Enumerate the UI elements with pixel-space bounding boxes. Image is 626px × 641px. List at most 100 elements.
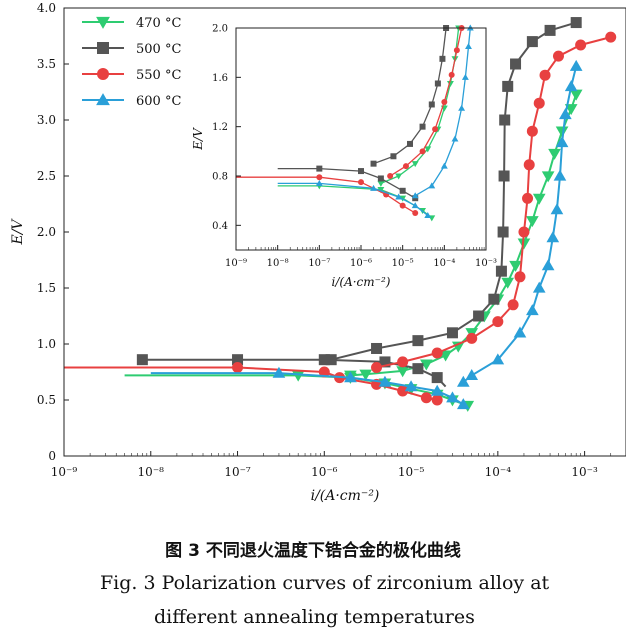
main-series-0-point — [451, 341, 465, 353]
main-series-1-point — [488, 293, 500, 305]
main-y-tick-label: 3.5 — [37, 57, 56, 71]
main-x-tick-label: 10⁻⁶ — [311, 465, 338, 479]
main-series-3-point — [532, 281, 546, 293]
main-series-2-point — [232, 362, 244, 374]
main-series-3-cathodic-line — [150, 372, 464, 406]
legend-entry-label: 470 °C — [136, 16, 181, 31]
inset-series-3-point — [315, 179, 323, 186]
inset-series-1-point — [428, 101, 435, 108]
main-series-2-point — [397, 385, 409, 397]
main-series-1-point — [473, 310, 485, 322]
main-series-0-point — [548, 148, 561, 160]
inset-series-2-point — [387, 173, 394, 179]
main-y-tick-label: 4.0 — [37, 1, 56, 15]
main-series-1-point — [431, 372, 443, 384]
inset-y-tick-label: 1.6 — [212, 73, 228, 84]
inset-series-3-point — [451, 135, 459, 142]
main-series-3-point — [344, 371, 357, 383]
main-series-1-point — [446, 327, 458, 339]
main-series-2-point — [523, 159, 535, 171]
main-series-2-point — [492, 316, 504, 328]
main-series-0-point — [526, 216, 539, 228]
inset-series-1-point — [407, 140, 414, 147]
inset-series-2-point — [432, 126, 439, 133]
main-x-axis-title: i/(A·cm⁻²) — [311, 488, 380, 504]
main-series-1-point — [495, 265, 507, 277]
legend: 470 °C 500 °C 550 °C 600 °C — [82, 16, 181, 109]
inset-y-tick-label: 0.8 — [212, 172, 228, 183]
inset-series-2-point — [448, 71, 455, 78]
legend-marker — [97, 42, 109, 54]
main-series-1-point — [136, 354, 148, 366]
inset-series-3-point — [458, 104, 466, 111]
main-series-3-point — [446, 391, 459, 403]
inset-series-2-anodic-line — [389, 27, 463, 177]
main-series-1-point — [412, 335, 424, 347]
inset-series-0-point — [377, 187, 385, 194]
main-x-tick-label: 10⁻⁴ — [485, 465, 512, 479]
inset-series-2-point — [453, 47, 460, 54]
legend-marker — [96, 93, 110, 106]
main-y-tick-label: 0 — [48, 449, 56, 463]
inset-series-1-point — [434, 80, 441, 87]
inset-series-2-point — [358, 179, 364, 186]
main-series-2-point — [371, 362, 383, 374]
inset-series-1-point — [390, 153, 397, 160]
inset-x-tick-label: 10⁻⁶ — [350, 258, 372, 269]
main-series-3-point — [555, 136, 569, 148]
main-series-2-point — [605, 31, 617, 43]
inset-series-2 — [236, 25, 465, 216]
inset-y-axis-title: E/V — [191, 127, 205, 151]
inset-series-0-point — [395, 173, 403, 180]
main-series-1-point — [318, 354, 330, 366]
inset-series-2-point — [412, 210, 419, 216]
main-series-2-point — [514, 271, 526, 283]
main-y-tick-label: 0.5 — [37, 393, 56, 407]
main-x-tick-label: 10⁻⁵ — [398, 465, 425, 479]
main-series-3-point — [456, 398, 470, 410]
main-series-3-point — [491, 353, 505, 365]
main-series-1-point — [502, 80, 514, 92]
inset-series-0-point — [446, 80, 454, 87]
inset-y-tick-label: 2.0 — [212, 24, 228, 35]
main-series-3-point — [546, 231, 560, 243]
main-x-tick-label: 10⁻⁷ — [224, 465, 251, 479]
main-series-1-point — [544, 24, 556, 36]
main-y-axis-title: E/V — [10, 218, 26, 246]
inset-series-0-point — [411, 161, 419, 168]
inset-series-2-point — [402, 163, 409, 170]
main-series-1-point — [412, 363, 424, 375]
main-series-2-point — [518, 226, 530, 238]
main-series-1-point — [498, 170, 510, 182]
main-series-3-point — [465, 369, 479, 381]
main-series-0-point — [569, 89, 583, 101]
main-series-1-point — [325, 354, 337, 366]
inset-series-3-point — [395, 193, 403, 200]
main-series-2-point — [318, 366, 330, 378]
inset-series-3 — [277, 24, 474, 219]
inset-x-tick-label: 10⁻⁵ — [392, 258, 414, 269]
inset-series-2-point — [399, 202, 406, 209]
main-series-2-point — [466, 332, 478, 344]
inset-series-3-point — [411, 202, 419, 209]
inset-series-0-point — [377, 180, 385, 187]
main-series-1 — [136, 17, 582, 388]
main-series-3-point — [456, 375, 470, 387]
main-series-0-point — [541, 171, 555, 183]
main-y-tick-label: 2.0 — [37, 225, 56, 239]
main-series-3-point — [559, 108, 572, 120]
inset-x-tick-label: 10⁻⁸ — [267, 258, 289, 269]
main-series-2-point — [522, 192, 534, 204]
main-series-1-point — [371, 342, 383, 354]
inset-x-tick-label: 10⁻³ — [475, 258, 497, 269]
main-series-3-point — [569, 59, 583, 71]
main-series-3-point — [513, 326, 527, 338]
main-series-3-point — [272, 366, 286, 378]
inset-x-axis-title: i/(A·cm⁻²) — [332, 275, 391, 289]
main-series-3-point — [430, 384, 444, 396]
inset-series-1 — [277, 25, 450, 202]
main-y-tick-label: 3.0 — [37, 113, 56, 127]
inset-series-1-point — [439, 55, 446, 62]
main-series-2-point — [431, 394, 443, 406]
main-series-2-point — [397, 356, 409, 368]
